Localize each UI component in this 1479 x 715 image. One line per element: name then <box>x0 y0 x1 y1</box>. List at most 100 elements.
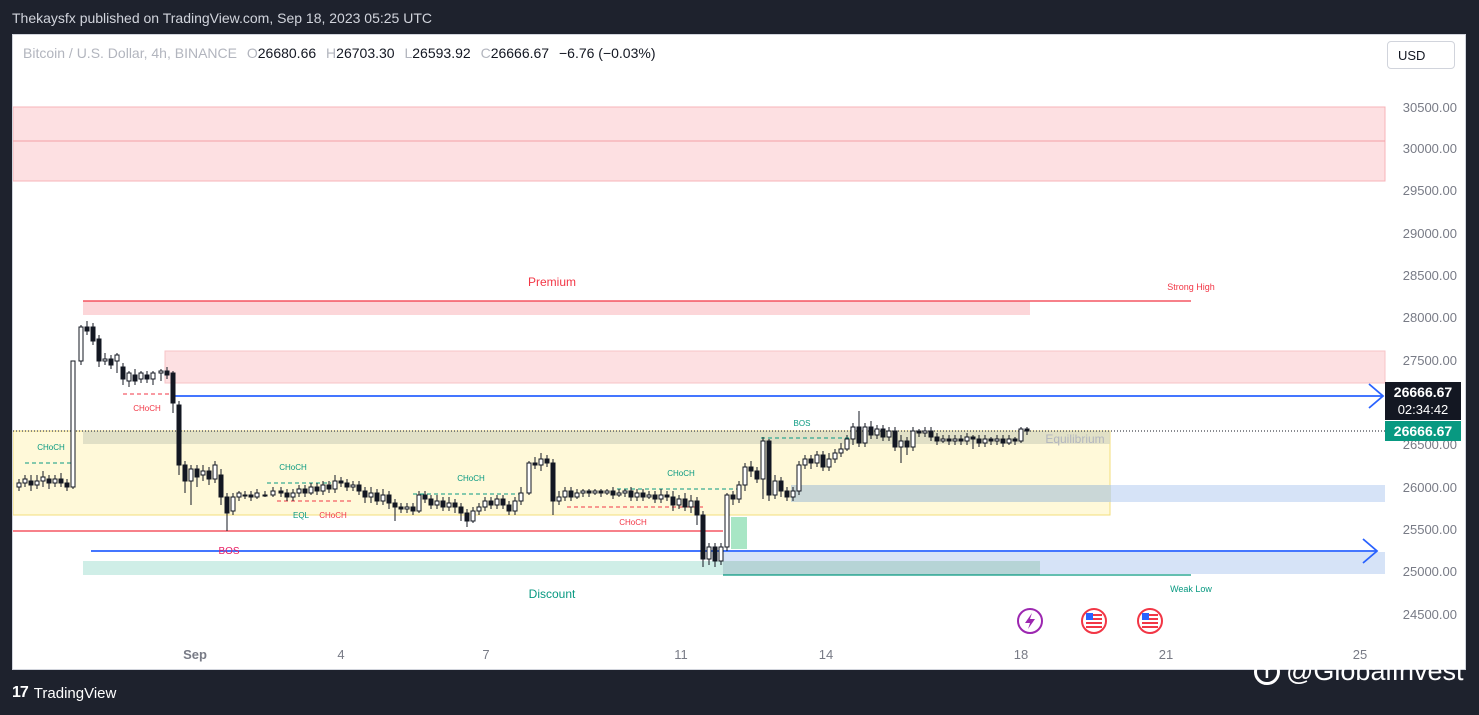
candle-body <box>458 506 464 514</box>
candle-body <box>96 338 102 362</box>
candle-body <box>766 440 772 496</box>
candle-body <box>398 506 404 510</box>
candle-body <box>730 494 736 500</box>
candle-body <box>494 498 500 506</box>
candle-body <box>28 480 34 486</box>
candle-body <box>518 492 524 502</box>
candle-body <box>880 428 886 438</box>
candle-body <box>284 492 290 498</box>
last-price-badge <box>1385 382 1461 420</box>
candle-body <box>126 372 132 382</box>
candle-body <box>230 496 236 512</box>
candle-body <box>814 454 820 464</box>
candlestick-series <box>16 321 1030 567</box>
choch-label: CHoCH <box>279 463 307 472</box>
candle-body <box>278 490 284 494</box>
candle-body <box>844 438 850 450</box>
candle-body <box>802 458 808 466</box>
candle-body <box>446 502 452 508</box>
candle-body <box>556 496 562 502</box>
candle-body <box>916 430 922 434</box>
candle-body <box>120 366 126 380</box>
time-axis[interactable]: Sep 4 7 11 14 18 21 25 <box>183 647 1367 662</box>
us-flag-event-icon[interactable] <box>1137 608 1163 634</box>
candle-body <box>464 512 470 522</box>
candle-body <box>760 440 766 480</box>
candle-body <box>742 466 748 486</box>
chart-pane[interactable]: Premium Discount Equilibrium Strong High… <box>12 34 1466 670</box>
strong-high-zone <box>83 301 1030 315</box>
candle-body <box>820 454 826 468</box>
candle-body <box>658 494 664 500</box>
candle-body <box>946 438 952 442</box>
symbol-legend[interactable]: Bitcoin / U.S. Dollar, 4h, BINANCE O2668… <box>23 45 656 61</box>
candle-body <box>470 510 476 522</box>
candle-body <box>862 426 868 444</box>
candle-body <box>16 482 22 488</box>
candle-body <box>652 494 658 500</box>
currency-button[interactable]: USD <box>1387 41 1455 69</box>
candle-body <box>550 462 556 502</box>
demand-zone-grey <box>791 485 1111 502</box>
candle-body <box>150 372 156 380</box>
eql-label: EQL <box>293 511 310 520</box>
candle-body <box>332 480 338 490</box>
last-price-value: 26666.67 <box>1394 384 1453 400</box>
symbol-name[interactable]: Bitcoin / U.S. Dollar, 4h, BINANCE <box>23 45 237 61</box>
candle-body <box>700 514 706 560</box>
high-label: H <box>326 45 337 61</box>
candle-body <box>200 470 206 476</box>
candle-body <box>262 494 268 497</box>
candle-body <box>988 438 994 442</box>
candle-body <box>270 490 276 496</box>
candle-body <box>994 438 1000 442</box>
candle-body <box>476 506 482 512</box>
candle-body <box>892 430 898 448</box>
candle-body <box>482 500 488 508</box>
candle-body <box>934 436 940 442</box>
candle-body <box>500 498 506 506</box>
choch-label: CHoCH <box>133 404 161 413</box>
candle-body <box>34 480 40 486</box>
close-price-value: 26666.67 <box>1394 423 1453 439</box>
price-axis[interactable]: 30500.00 30000.00 29500.00 29000.00 2850… <box>1385 100 1461 622</box>
candle-body <box>640 492 646 498</box>
close-label: C <box>480 45 491 61</box>
candle-body <box>526 462 532 494</box>
candle-body <box>320 484 326 492</box>
candle-body <box>194 468 200 478</box>
candle-body <box>218 474 224 498</box>
candle-body <box>114 354 120 362</box>
candle-body <box>886 430 892 438</box>
tradingview-brand: TradingView <box>33 684 117 702</box>
candle-body <box>428 498 434 506</box>
candle-body <box>374 492 380 502</box>
candle-body <box>574 492 580 498</box>
candle-body <box>236 492 242 498</box>
candle-body <box>922 430 928 434</box>
candle-body <box>586 490 592 494</box>
bar-countdown: 02:34:42 <box>1398 402 1449 417</box>
candle-body <box>910 430 916 448</box>
tradingview-logo[interactable]: 17 TradingView <box>12 684 116 702</box>
candle-body <box>532 462 538 466</box>
price-tick: 28500.00 <box>1403 268 1457 283</box>
candle-body <box>1000 438 1006 444</box>
lightning-event-icon[interactable] <box>1017 608 1043 634</box>
watermark: f @GlobalInvest <box>1254 656 1464 687</box>
candle-body <box>838 448 844 454</box>
weak-low-label: Weak Low <box>1170 584 1212 594</box>
us-flag-event-icon[interactable] <box>1081 608 1107 634</box>
candle-body <box>940 438 946 442</box>
supply-zone-mid <box>164 350 1386 384</box>
time-tick: 11 <box>674 647 688 662</box>
candle-body <box>724 494 730 548</box>
candle-body <box>392 502 398 508</box>
candle-body <box>754 470 760 480</box>
candle-body <box>102 358 108 362</box>
strong-high-label: Strong High <box>1167 282 1215 292</box>
chart-canvas[interactable]: Premium Discount Equilibrium Strong High… <box>13 35 1466 670</box>
candle-body <box>796 464 802 492</box>
candle-body <box>1024 428 1030 432</box>
candle-body <box>344 482 350 488</box>
